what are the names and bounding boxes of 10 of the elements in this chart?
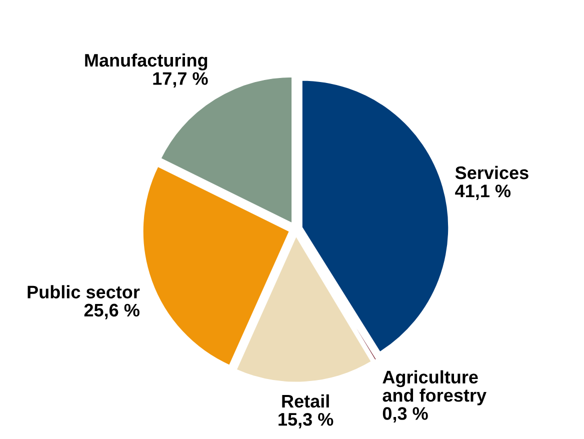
- slice-label: Retail: [282, 394, 329, 408]
- slice-label: Manufacturing: [85, 53, 208, 70]
- slice-label: Services: [455, 166, 528, 180]
- slice-label: Agriculture and forestry: [382, 370, 486, 406]
- data-label: 17,7 %: [153, 72, 208, 88]
- data-label: 25,6 %: [84, 304, 140, 320]
- data-label: 41,1 %: [455, 184, 511, 200]
- slice-label: Public sector: [28, 285, 140, 298]
- data-label: 15,3 %: [278, 412, 334, 428]
- data-label: 0,3 %: [382, 407, 428, 422]
